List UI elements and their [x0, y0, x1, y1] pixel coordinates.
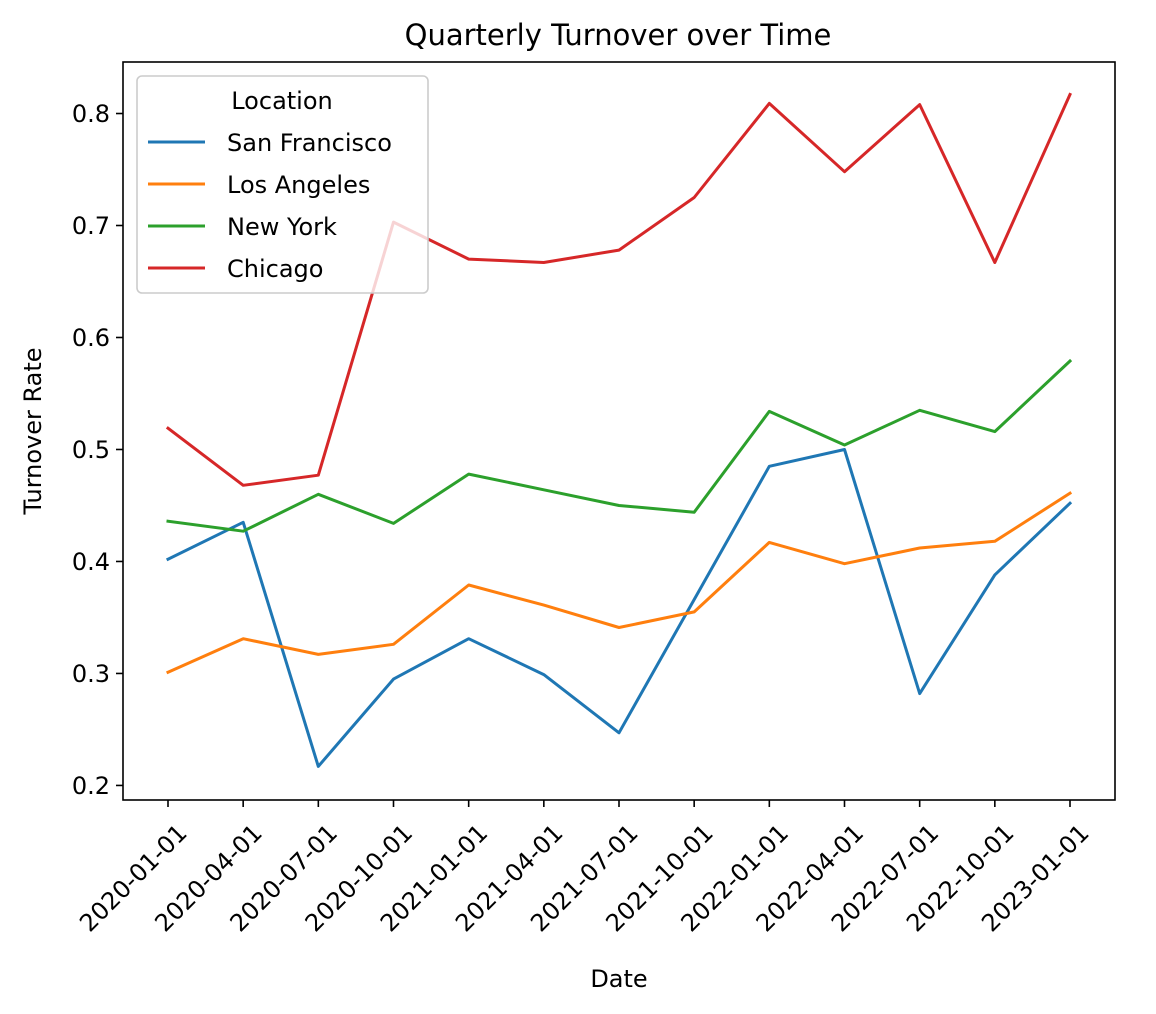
chart-title: Quarterly Turnover over Time — [405, 18, 832, 52]
y-axis-label: Turnover Rate — [19, 347, 47, 515]
y-tick-label: 0.8 — [72, 100, 110, 128]
y-tick-label: 0.6 — [72, 324, 110, 352]
legend-label: San Francisco — [227, 129, 392, 157]
series-line-new-york — [166, 358, 1073, 533]
legend-frame — [136, 75, 429, 294]
y-tick-label: 0.3 — [72, 660, 110, 688]
legend: Location San Francisco Los Angeles New Yor… — [136, 75, 429, 294]
x-axis-label: Date — [590, 965, 647, 993]
legend-title: Location — [231, 87, 333, 115]
legend-label: New York — [227, 213, 337, 241]
series-line-chicago — [165, 92, 1072, 487]
y-axis: 0.2 0.3 0.4 0.5 0.6 0.7 0.8 — [72, 100, 123, 800]
series-line-san-francisco — [165, 448, 1073, 768]
legend-label: Los Angeles — [227, 171, 370, 199]
series-line-los-angeles — [166, 491, 1073, 675]
y-tick-label: 0.2 — [72, 772, 110, 800]
y-tick-label: 0.7 — [72, 212, 110, 240]
y-tick-label: 0.5 — [72, 436, 110, 464]
series-layer — [165, 92, 1073, 768]
y-tick-label: 0.4 — [72, 548, 110, 576]
legend-entries: San Francisco Los Angeles New York Chicago — [148, 129, 392, 283]
x-axis: 2020-01-012020-04-012020-07-012020-10-01… — [74, 800, 1095, 937]
legend-label: Chicago — [227, 255, 323, 283]
